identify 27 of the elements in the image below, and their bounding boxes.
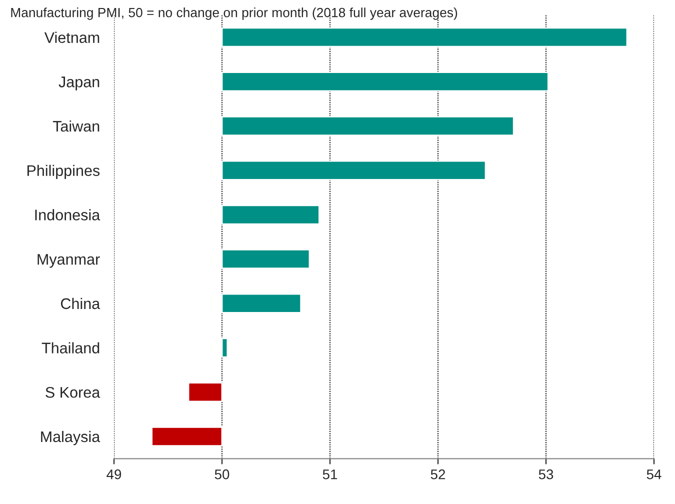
y-tick-label: Japan [58,76,100,90]
x-tick-label: 49 [106,469,122,480]
y-tick-label: Taiwan [52,120,100,132]
x-tick-label: 54 [646,470,662,480]
chart-subtitle: Manufacturing PMI, 50 = no change on prior month (2018 full year averages) [11,8,458,20]
y-tick-label: S Korea [46,386,100,398]
y-tick-label: Indonesia [35,209,100,220]
bar [221,72,549,92]
y-tick-label: Malaysia [41,430,100,446]
bar [221,338,228,358]
x-tick-label: 53 [538,469,554,480]
y-tick-label: Myanmar [38,254,100,268]
x-tick-label: 51 [322,470,338,480]
bar [221,293,302,314]
y-tick-label: Philippines [27,164,100,180]
x-tick-label: 52 [430,469,446,480]
bar [221,160,486,180]
y-tick-label: Thailand [42,342,100,354]
bar [221,204,320,225]
x-tick-label: 50 [214,469,230,480]
bar [221,27,628,48]
y-tick-label: China [60,298,100,310]
bar [151,426,223,446]
bar [188,382,223,402]
y-tick-label: Vietnam [44,32,100,43]
bar [221,116,514,136]
bar [221,249,310,270]
